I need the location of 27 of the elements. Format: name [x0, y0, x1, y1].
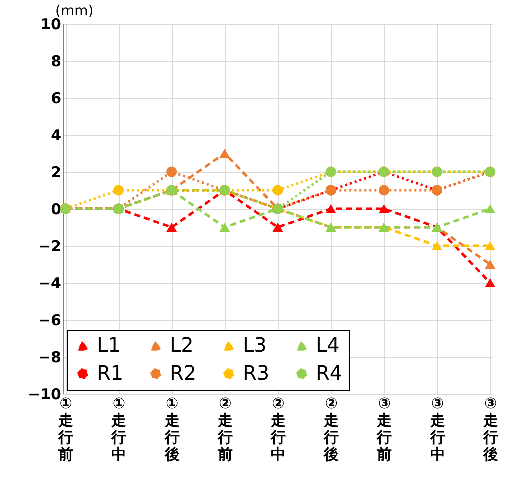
- legend-label: L2: [170, 333, 194, 357]
- y-tick-label: −8: [38, 348, 62, 366]
- x-tick-label: ①走行後: [164, 394, 180, 464]
- y-tick-label: 0: [51, 200, 62, 218]
- legend-label: L1: [97, 333, 121, 357]
- x-tick-label: ①走行中: [110, 394, 127, 464]
- y-tick-label: −2: [38, 238, 62, 256]
- legend-label: R2: [170, 361, 197, 385]
- y-tick-label: −10: [28, 386, 62, 404]
- y-axis-title: (mm): [56, 4, 94, 20]
- legend-label: L3: [243, 333, 267, 357]
- legend-label: L4: [316, 333, 340, 357]
- x-tick-label: ③走行中: [429, 394, 446, 464]
- x-tick-label: ③走行後: [482, 394, 498, 464]
- y-tick-label: 6: [51, 90, 62, 108]
- x-tick-label: ②走行前: [216, 394, 233, 464]
- y-tick-label: 2: [51, 164, 62, 182]
- y-tick-label: −4: [38, 274, 62, 292]
- x-tick-label: ②走行中: [270, 394, 286, 464]
- x-tick-label: ②走行後: [323, 394, 340, 464]
- legend-label: R4: [316, 361, 343, 385]
- y-tick-label: −6: [38, 312, 62, 330]
- legend-label: R1: [97, 361, 124, 385]
- y-tick-label: 4: [51, 126, 62, 144]
- x-tick-label: ③走行前: [376, 394, 392, 464]
- legend-label: R3: [243, 361, 270, 385]
- y-tick-label: 8: [51, 52, 62, 70]
